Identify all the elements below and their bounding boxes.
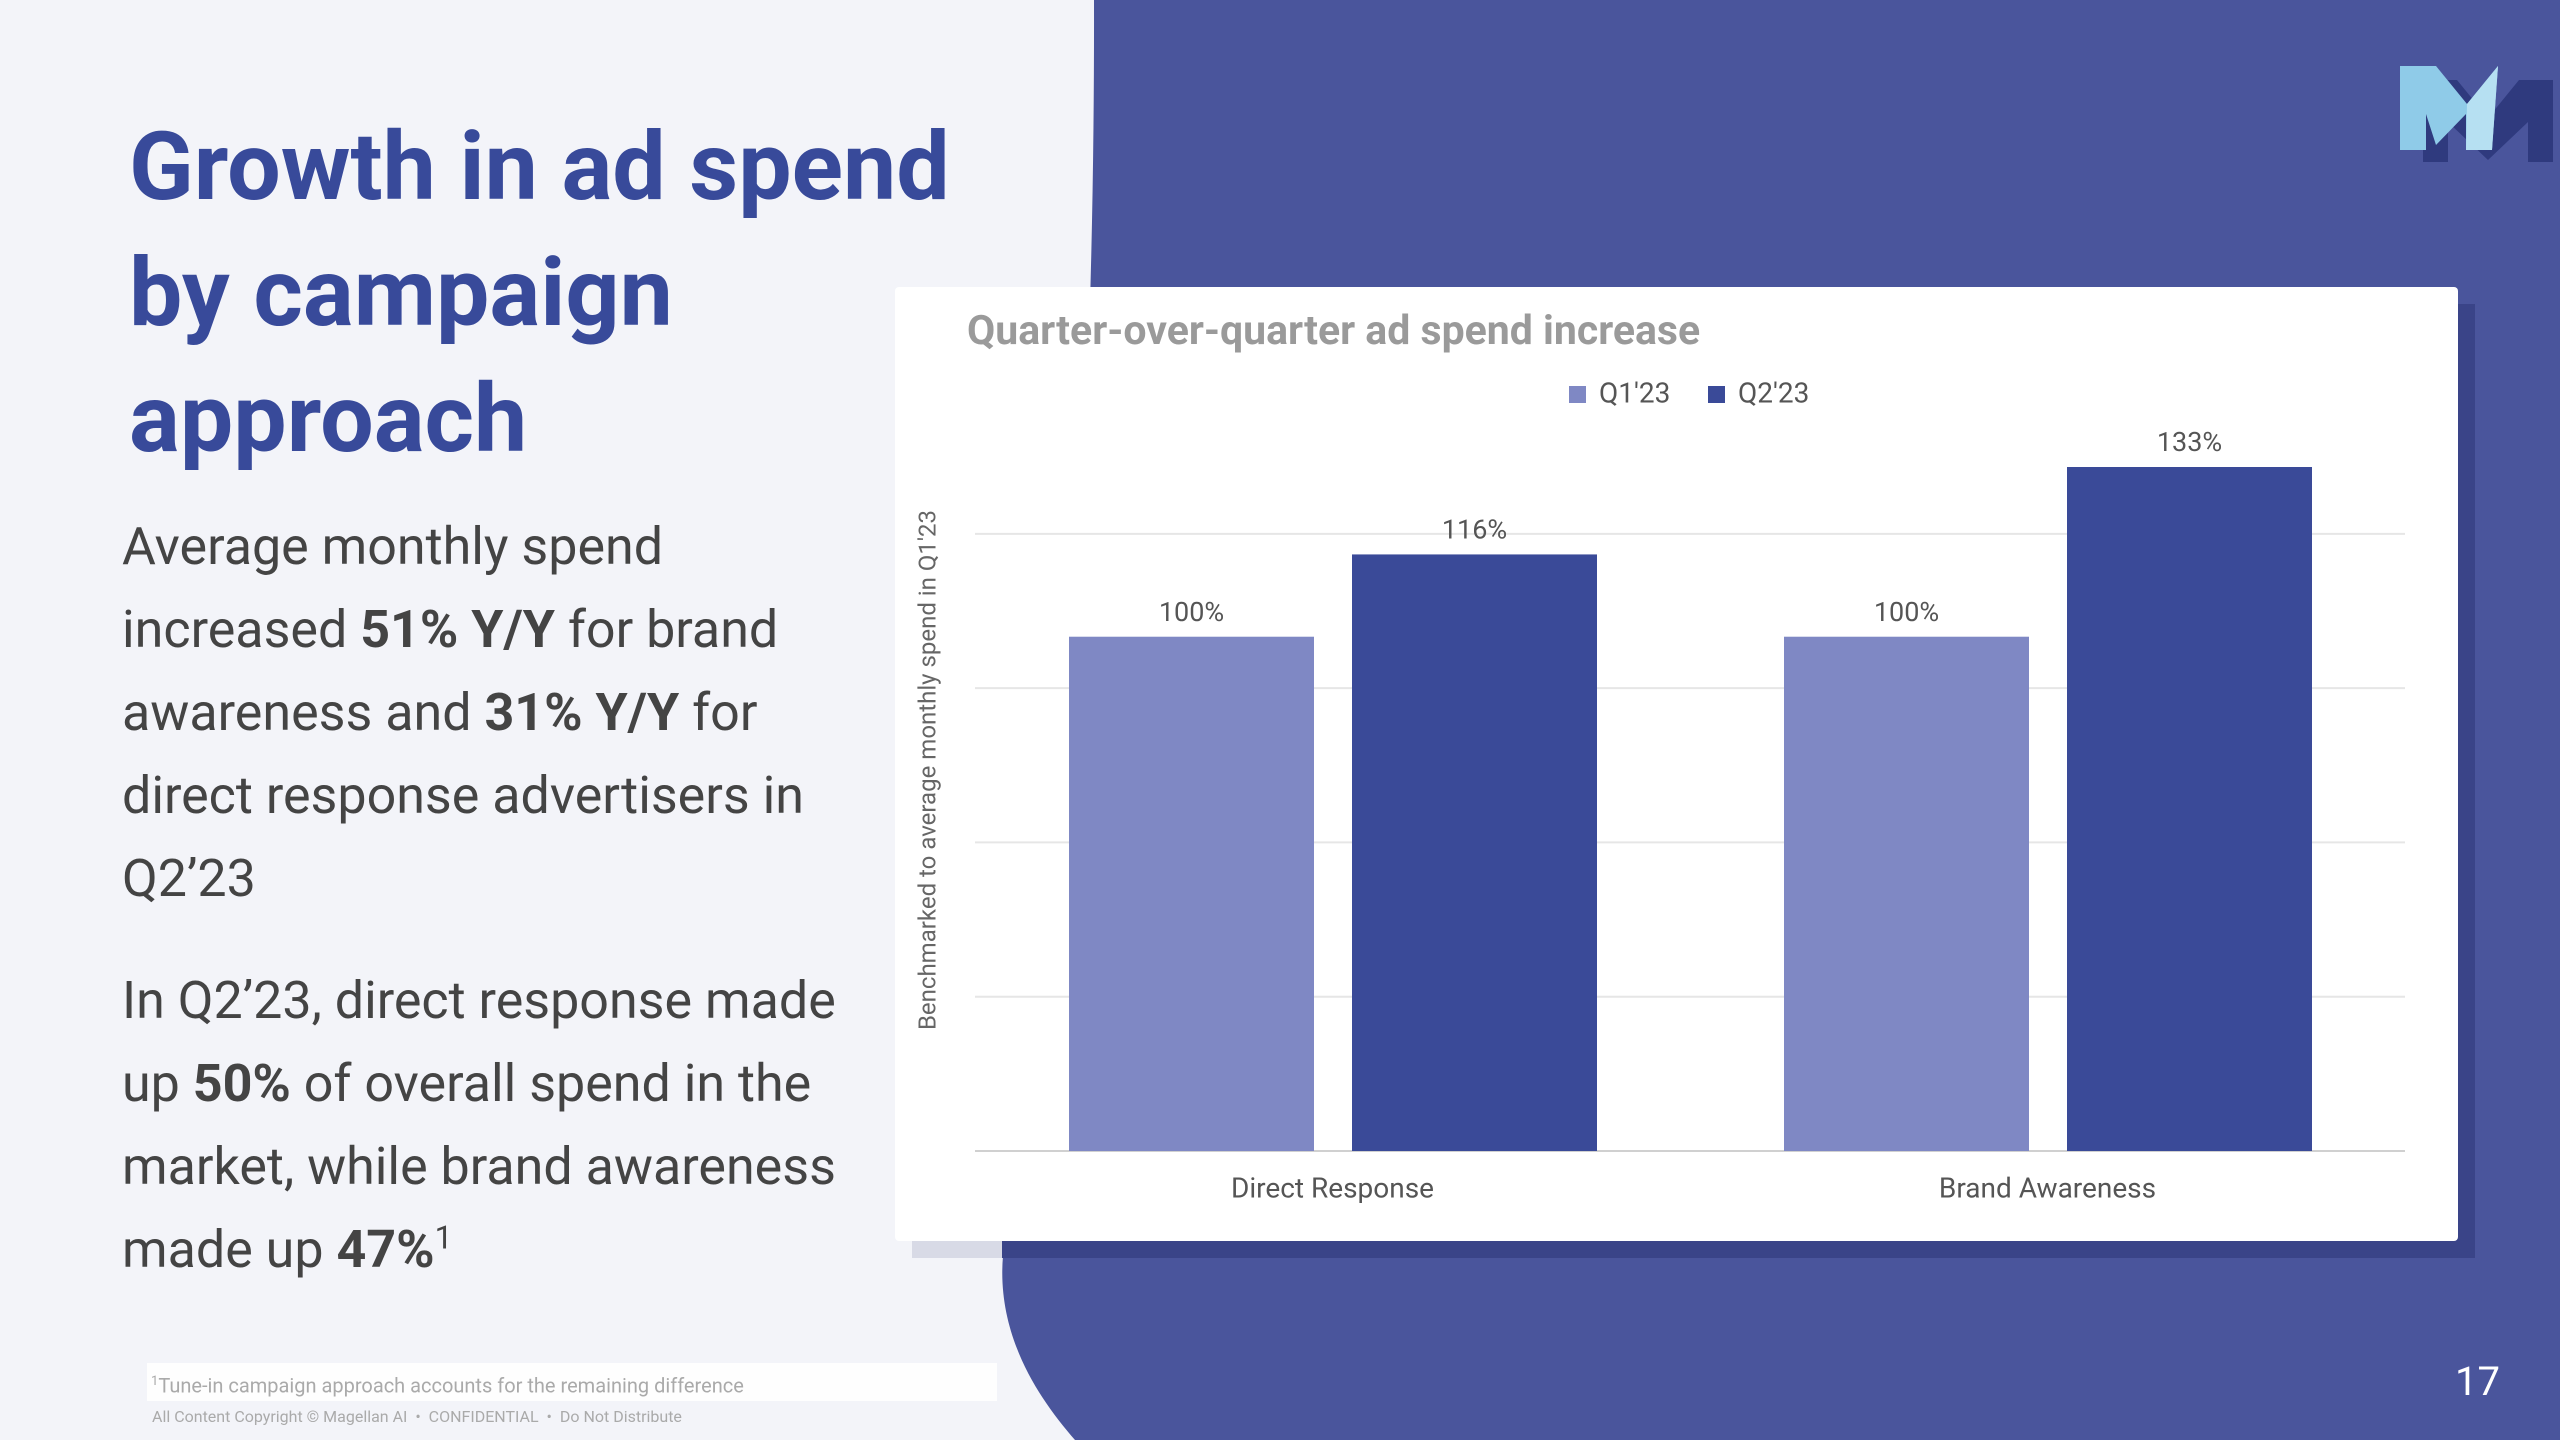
legend-swatch	[1569, 386, 1586, 403]
bar	[1069, 636, 1314, 1151]
x-tick-label: Direct Response	[1231, 1171, 1434, 1204]
footnote-mark: 1	[151, 1374, 159, 1389]
data-label: 116%	[1442, 514, 1507, 546]
data-label: 133%	[2157, 426, 2222, 458]
data-label: 100%	[1159, 596, 1224, 628]
bar	[1352, 554, 1597, 1151]
copyright: All Content Copyright © Magellan AI • CO…	[152, 1407, 682, 1426]
bar	[1784, 636, 2029, 1151]
bold-text: 47%	[336, 1219, 435, 1280]
slide-title: Growth in ad spend by campaign approach	[129, 105, 950, 483]
legend-label: Q1'23	[1599, 376, 1670, 409]
text-run: for brand awareness and	[122, 599, 779, 743]
title-line: Growth in ad spend	[129, 112, 950, 223]
data-label: 100%	[1874, 596, 1939, 628]
paragraph: Average monthly spend increased 51% Y/Y …	[122, 505, 862, 920]
chart-title: Quarter-over-quarter ad spend increase	[967, 307, 1700, 355]
bold-text: 51% Y/Y	[360, 599, 555, 660]
text-run: for direct response advertisers in Q2’23	[122, 682, 804, 909]
body-text: Average monthly spend increased 51% Y/Y …	[122, 505, 862, 1330]
bold-text: 50%	[192, 1053, 291, 1114]
text-run: of overall spend in the market, while br…	[122, 1053, 836, 1280]
title-line: by campaign	[129, 238, 673, 349]
x-tick-label: Brand Awareness	[1939, 1171, 2156, 1204]
bar	[2067, 467, 2312, 1151]
footnote: 1Tune-in campaign approach accounts for …	[147, 1363, 997, 1401]
y-axis-label: Benchmarked to average monthly spend in …	[913, 510, 941, 1030]
text-run: Average monthly spend increased	[122, 516, 664, 660]
page-number: 17	[2455, 1358, 2500, 1405]
card-shadow-light	[912, 1240, 1002, 1258]
text-run: In Q2’23, direct response made up	[122, 970, 836, 1114]
bold-text: 31% Y/Y	[484, 682, 680, 743]
footnote-text: Tune-in campaign approach accounts for t…	[158, 1373, 744, 1398]
text-run: 1	[434, 1218, 453, 1257]
title-line: approach	[129, 364, 528, 475]
logo	[2400, 66, 2553, 162]
legend-swatch	[1708, 386, 1725, 403]
paragraph: In Q2’23, direct response made up 50% of…	[122, 959, 862, 1291]
legend-label: Q2'23	[1738, 376, 1809, 409]
